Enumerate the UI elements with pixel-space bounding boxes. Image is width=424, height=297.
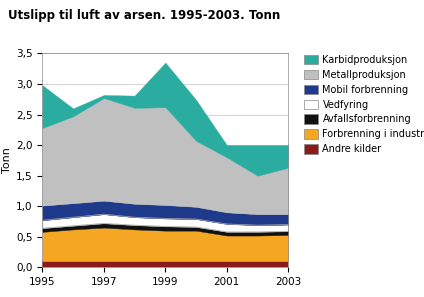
Y-axis label: Tonn: Tonn bbox=[2, 147, 12, 173]
Text: Utslipp til luft av arsen. 1995-2003. Tonn: Utslipp til luft av arsen. 1995-2003. To… bbox=[8, 9, 281, 22]
Legend: Karbidproduksjon, Metallproduksjon, Mobil forbrenning, Vedfyring, Avfallsforbren: Karbidproduksjon, Metallproduksjon, Mobi… bbox=[303, 54, 424, 155]
